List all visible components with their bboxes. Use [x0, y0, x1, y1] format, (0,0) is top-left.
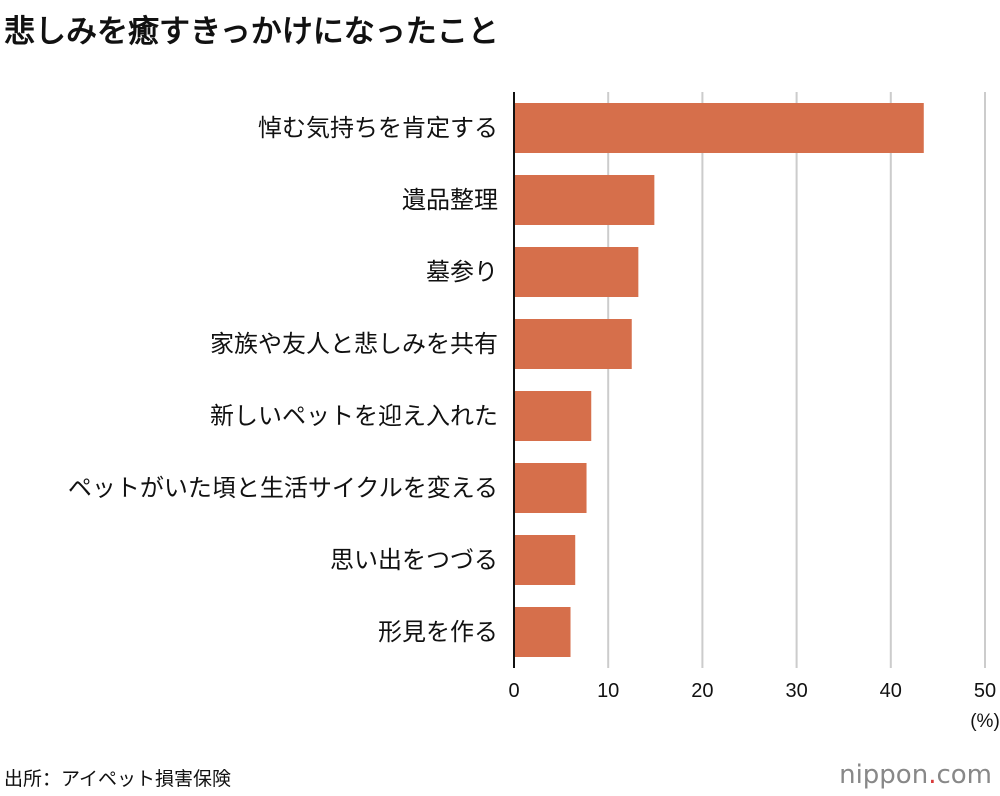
nippon-logo: nippon.com — [839, 760, 992, 790]
x-tick-label: 10 — [597, 680, 619, 702]
category-label: 墓参り — [426, 258, 498, 286]
category-label: 形見を作る — [378, 618, 498, 646]
bar — [514, 463, 587, 513]
bar — [514, 391, 592, 441]
category-label: 遺品整理 — [402, 186, 498, 214]
category-label: 思い出をつづる — [330, 546, 498, 574]
bar — [514, 319, 632, 369]
chart-title: 悲しみを癒すきっかけになったこと — [4, 14, 499, 50]
bar — [514, 175, 655, 225]
bar — [514, 535, 576, 585]
bar — [514, 607, 571, 657]
source-note: 出所：アイペット損害保険 — [4, 768, 232, 790]
x-axis-unit: (%) — [970, 711, 1000, 732]
x-tick-label: 40 — [880, 680, 902, 702]
category-label: 家族や友人と悲しみを共有 — [210, 330, 498, 358]
bar — [514, 247, 639, 297]
x-tick-label: 50 — [974, 680, 996, 702]
category-label: ペットがいた頃と生活サイクルを変える — [68, 474, 498, 502]
x-tick-label: 30 — [785, 680, 807, 702]
category-label: 悼む気持ちを肯定する — [258, 114, 498, 142]
x-tick-label: 20 — [691, 680, 713, 702]
x-tick-label: 0 — [508, 680, 519, 702]
bar — [514, 103, 924, 153]
category-label: 新しいペットを迎え入れた — [210, 402, 498, 430]
